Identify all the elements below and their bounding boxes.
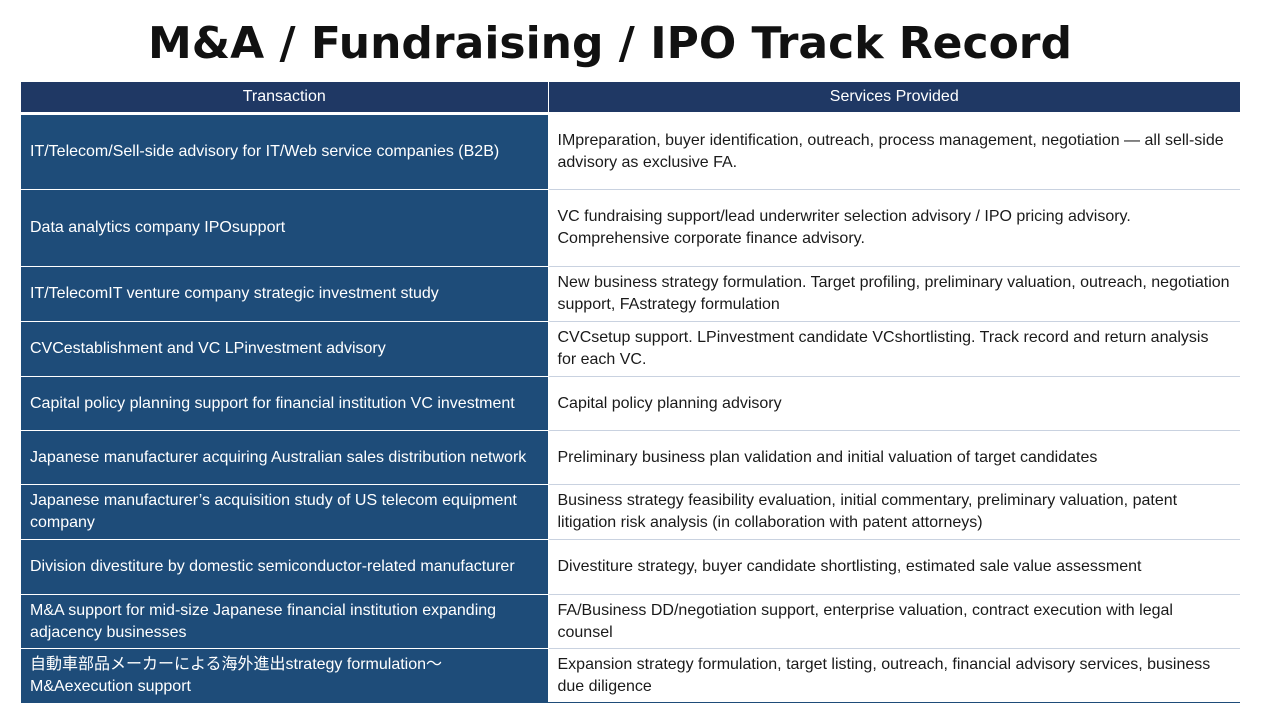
table-row: Japanese manufacturer’s acquisition stud… [21,484,1240,540]
services-cell: Preliminary business plan validation and… [548,430,1240,485]
transaction-cell: IT/TelecomIT venture company strategic i… [21,266,549,322]
table-row: Division divestiture by domestic semicon… [21,539,1240,595]
transaction-cell: 自動車部品メーカーによる海外進出strategy formulation～M&A… [21,648,549,703]
transaction-cell: Japanese manufacturer acquiring Australi… [21,430,549,485]
track-record-table: Transaction Services Provided IT/Telecom… [21,82,1240,703]
table-row: M&A support for mid-size Japanese financ… [21,594,1240,649]
services-cell: Business strategy feasibility evaluation… [548,484,1240,540]
table-row: 自動車部品メーカーによる海外進出strategy formulation～M&A… [21,648,1240,703]
transaction-cell: Division divestiture by domestic semicon… [21,539,549,595]
table-header-row: Transaction Services Provided [21,82,1240,115]
transaction-cell: CVCestablishment and VC LPinvestment adv… [21,321,549,377]
table-row: Capital policy planning support for fina… [21,376,1240,431]
services-cell: Capital policy planning advisory [548,376,1240,431]
page-title: M&A / Fundraising / IPO Track Record [148,18,1072,69]
table-row: CVCestablishment and VC LPinvestment adv… [21,321,1240,377]
services-cell: New business strategy formulation. Targe… [548,266,1240,322]
transaction-cell: M&A support for mid-size Japanese financ… [21,594,549,649]
services-cell: VC fundraising support/lead underwriter … [548,189,1240,267]
transaction-cell: Japanese manufacturer’s acquisition stud… [21,484,549,540]
transaction-cell: Capital policy planning support for fina… [21,376,549,431]
table-row: Data analytics company IPOsupport VC fun… [21,189,1240,267]
table-row: IT/TelecomIT venture company strategic i… [21,266,1240,322]
header-services: Services Provided [548,82,1240,115]
services-cell: CVCsetup support. LPinvestment candidate… [548,321,1240,377]
services-cell: FA/Business DD/negotiation support, ente… [548,594,1240,649]
services-cell: Divestiture strategy, buyer candidate sh… [548,539,1240,595]
services-cell: Expansion strategy formulation, target l… [548,648,1240,703]
transaction-cell: IT/Telecom/Sell-side advisory for IT/Web… [21,113,549,190]
header-transaction: Transaction [21,82,549,115]
transaction-cell: Data analytics company IPOsupport [21,189,549,267]
table-row: Japanese manufacturer acquiring Australi… [21,430,1240,485]
table-row: IT/Telecom/Sell-side advisory for IT/Web… [21,113,1240,190]
services-cell: IMpreparation, buyer identification, out… [548,113,1240,190]
